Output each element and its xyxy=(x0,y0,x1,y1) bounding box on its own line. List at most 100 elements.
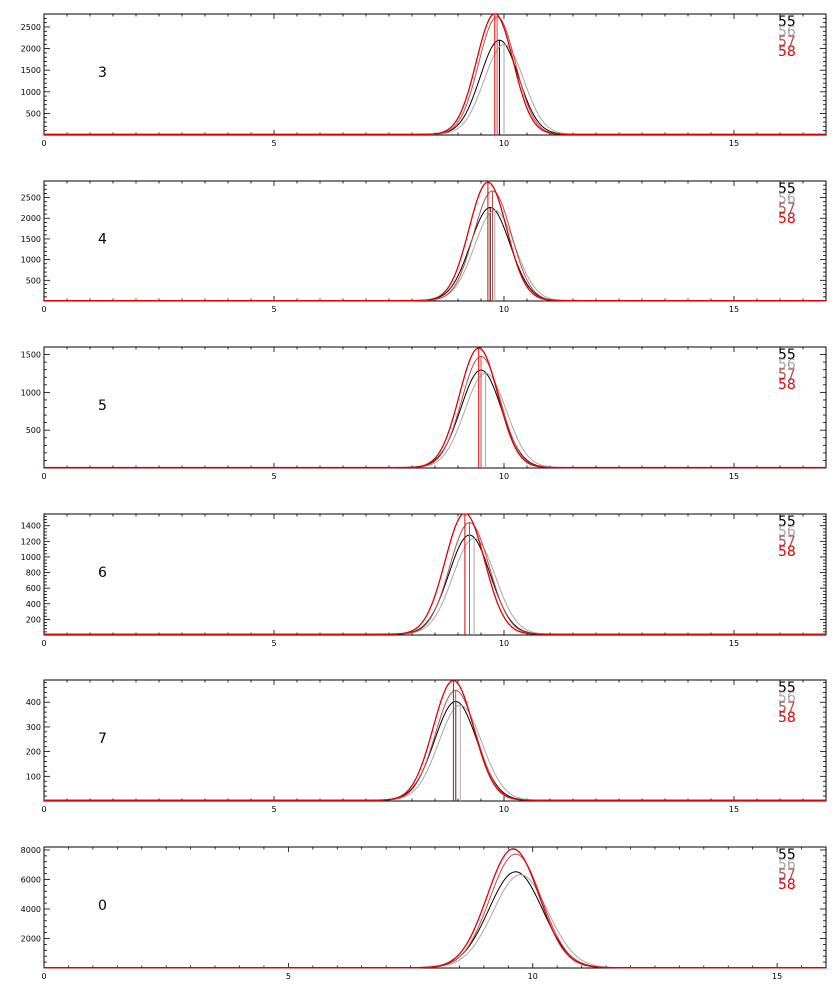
y-tick-label: 8000 xyxy=(21,846,41,855)
y-tick-label: 1500 xyxy=(21,66,41,75)
y-tick-label: 1500 xyxy=(21,351,41,360)
y-tick-label: 1000 xyxy=(21,553,41,562)
series-line-55 xyxy=(44,871,826,969)
x-tick-label: 0 xyxy=(41,805,46,814)
y-tick-label: 400 xyxy=(26,600,41,609)
y-tick-label: 1200 xyxy=(21,537,41,546)
legend-entry-56: 56 xyxy=(778,524,796,540)
x-tick-label: 10 xyxy=(499,639,509,648)
y-tick-label: 600 xyxy=(26,584,41,593)
y-tick-label: 2500 xyxy=(21,194,41,203)
series-line-55 xyxy=(44,207,826,302)
x-tick-label: 15 xyxy=(729,139,739,148)
series-line-56 xyxy=(44,537,826,635)
x-tick-label: 5 xyxy=(271,639,276,648)
panel-label: 6 xyxy=(98,565,107,581)
y-tick-label: 1500 xyxy=(21,235,41,244)
legend-entry-55: 55 xyxy=(778,680,796,696)
legend-entry-57: 57 xyxy=(778,534,796,550)
series-line-55 xyxy=(44,369,826,469)
series-line-58 xyxy=(44,848,826,969)
legend-entry-57: 57 xyxy=(778,700,796,716)
series-line-57 xyxy=(44,16,826,135)
series-line-57 xyxy=(44,355,826,469)
series-line-55 xyxy=(44,39,826,135)
legend-entry-57: 57 xyxy=(778,34,796,50)
series-line-58 xyxy=(44,347,826,469)
y-tick-label: 500 xyxy=(26,426,41,435)
x-tick-label: 5 xyxy=(271,805,276,814)
series-line-57 xyxy=(44,190,826,302)
x-tick-label: 5 xyxy=(271,472,276,481)
y-tick-label: 500 xyxy=(26,276,41,285)
legend-entry-56: 56 xyxy=(778,357,796,373)
x-tick-label: 15 xyxy=(729,472,739,481)
y-tick-label: 4000 xyxy=(21,905,41,914)
x-tick-label: 15 xyxy=(729,305,739,314)
plot-frame xyxy=(43,180,827,302)
x-tick-label: 15 xyxy=(729,639,739,648)
y-tick-label: 2000 xyxy=(21,934,41,943)
y-tick-label: 2500 xyxy=(21,23,41,32)
panel-label: 3 xyxy=(98,65,107,81)
legend-entry-57: 57 xyxy=(778,867,796,883)
y-tick-label: 200 xyxy=(26,615,41,624)
x-tick-label: 5 xyxy=(271,139,276,148)
series-line-57 xyxy=(44,853,826,969)
legend-entry-55: 55 xyxy=(778,181,796,197)
plot-frame xyxy=(43,13,827,136)
legend-entry-57: 57 xyxy=(778,367,796,383)
y-tick-label: 800 xyxy=(26,569,41,578)
panel-label: 7 xyxy=(98,731,107,747)
x-tick-label: 10 xyxy=(499,472,509,481)
series-line-56 xyxy=(44,372,826,469)
series-line-56 xyxy=(44,43,826,135)
legend-entry-58: 58 xyxy=(778,544,796,560)
y-tick-label: 500 xyxy=(26,109,41,118)
x-tick-label: 10 xyxy=(499,805,509,814)
y-tick-label: 6000 xyxy=(21,875,41,884)
legend-entry-56: 56 xyxy=(778,191,796,207)
y-tick-label: 2000 xyxy=(21,214,41,223)
legend-entry-57: 57 xyxy=(778,201,796,217)
legend-entry-58: 58 xyxy=(778,877,796,893)
legend-entry-58: 58 xyxy=(778,377,796,393)
x-tick-label: 0 xyxy=(41,972,46,981)
series-line-58 xyxy=(44,181,826,302)
x-tick-label: 0 xyxy=(41,139,46,148)
series-line-58 xyxy=(44,13,826,135)
y-tick-label: 100 xyxy=(26,772,41,781)
series-line-56 xyxy=(44,874,826,969)
legend-entry-55: 55 xyxy=(778,347,796,363)
plot-frame xyxy=(43,846,827,969)
y-tick-label: 1000 xyxy=(21,256,41,265)
x-tick-label: 0 xyxy=(41,472,46,481)
x-tick-label: 10 xyxy=(499,139,509,148)
legend-entry-55: 55 xyxy=(778,847,796,863)
x-tick-label: 15 xyxy=(729,805,739,814)
series-line-57 xyxy=(44,689,826,801)
x-tick-label: 10 xyxy=(528,972,538,981)
series-line-55 xyxy=(44,534,826,635)
y-tick-label: 1000 xyxy=(21,388,41,397)
panel-label: 0 xyxy=(98,898,107,914)
x-tick-label: 10 xyxy=(499,305,509,314)
legend-entry-56: 56 xyxy=(778,690,796,706)
y-tick-label: 2000 xyxy=(21,45,41,54)
legend-entry-58: 58 xyxy=(778,44,796,60)
y-tick-label: 200 xyxy=(26,748,41,757)
series-line-58 xyxy=(44,513,826,635)
y-tick-label: 300 xyxy=(26,723,41,732)
legend-entry-56: 56 xyxy=(778,857,796,873)
legend-entry-58: 58 xyxy=(778,710,796,726)
y-tick-label: 400 xyxy=(26,698,41,707)
series-line-58 xyxy=(44,679,826,801)
x-tick-label: 15 xyxy=(772,972,782,981)
legend-entry-56: 56 xyxy=(778,24,796,40)
panel-label: 5 xyxy=(98,398,107,414)
